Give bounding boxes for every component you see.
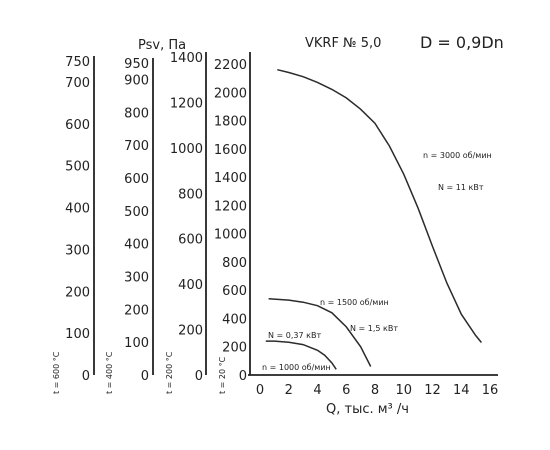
temp-axis-tick-label: 750 xyxy=(65,55,90,70)
x-axis-label: Q, тыс. м³ /ч xyxy=(326,402,409,417)
main-axis-temp-label: t = 20 °C xyxy=(218,356,227,394)
temp-axis-tick-label: 600 xyxy=(178,233,203,248)
x-tick-label: 14 xyxy=(453,383,470,398)
temp-axis-tick-label: 600 xyxy=(65,118,90,133)
temp-axis-tick-label: 200 xyxy=(178,324,203,339)
temp-axis-tick-label: 700 xyxy=(124,139,149,154)
x-tick-label: 6 xyxy=(342,383,350,398)
y-tick-label: 2000 xyxy=(214,86,247,101)
temp-axis-tick-label: 0 xyxy=(141,369,149,384)
temp-axis-tick-label: 800 xyxy=(124,106,149,121)
temp-axis-label: t = 600 °C xyxy=(52,351,61,394)
curve-annotation: N = 0,37 кВт xyxy=(268,331,321,340)
y-tick-label: 600 xyxy=(222,284,247,299)
temp-axis-tick-label: 200 xyxy=(124,303,149,318)
temp-axis-tick-label: 800 xyxy=(178,187,203,202)
x-tick-label: 4 xyxy=(313,383,321,398)
temp-axis-tick-label: 100 xyxy=(65,327,90,342)
temp-axis-tick-label: 0 xyxy=(82,369,90,384)
y-tick-label: 400 xyxy=(222,312,247,327)
temp-axis-tick-label: 600 xyxy=(124,172,149,187)
temp-axis-tick-label: 700 xyxy=(65,76,90,91)
series-curve xyxy=(277,68,482,343)
temp-axis-tick-label: 100 xyxy=(124,336,149,351)
temp-axis-tick-label: 500 xyxy=(124,205,149,220)
y-tick-label: 1800 xyxy=(214,115,247,130)
temp-axis-tick-label: 400 xyxy=(124,238,149,253)
temp-axis-tick-label: 1400 xyxy=(170,51,203,66)
x-tick-label: 2 xyxy=(285,383,293,398)
temp-axis-tick-label: 900 xyxy=(124,73,149,88)
temp-axis-tick-label: 500 xyxy=(65,160,90,175)
y-axis-label: Psv, Па xyxy=(138,38,186,53)
series-curve xyxy=(268,297,372,367)
x-tick-label: 12 xyxy=(424,383,441,398)
x-tick-label: 8 xyxy=(371,383,379,398)
x-tick-label: 16 xyxy=(482,383,499,398)
curve-annotation: n = 1500 об/мин xyxy=(320,298,389,307)
chart-subtitle: D = 0,9Dn xyxy=(420,33,504,52)
curve-annotation: n = 3000 об/мин xyxy=(423,151,492,160)
y-tick-label: 1600 xyxy=(214,143,247,158)
y-tick-label: 2200 xyxy=(214,58,247,73)
y-tick-label: 1400 xyxy=(214,171,247,186)
y-tick-label: 1200 xyxy=(214,199,247,214)
y-tick-label: 200 xyxy=(222,341,247,356)
temp-axis-tick-label: 300 xyxy=(124,270,149,285)
temp-axis-tick-label: 0 xyxy=(195,369,203,384)
temp-axis-tick-label: 200 xyxy=(65,285,90,300)
temp-axis-label: t = 400 °C xyxy=(105,351,114,394)
temp-axis-tick-label: 300 xyxy=(65,243,90,258)
x-tick-label: 10 xyxy=(395,383,412,398)
curve-annotation: n = 1000 об/мин xyxy=(262,363,331,372)
curve-annotation: N = 11 кВт xyxy=(438,183,484,192)
y-tick-label: 800 xyxy=(222,256,247,271)
x-tick-label: 0 xyxy=(256,383,264,398)
y-tick-label: 1000 xyxy=(214,228,247,243)
temp-axis-tick-label: 1200 xyxy=(170,96,203,111)
temp-axis-tick-label: 400 xyxy=(65,202,90,217)
y-tick-label: 0 xyxy=(239,369,247,384)
temp-axis-tick-label: 1000 xyxy=(170,142,203,157)
temp-axis-tick-label: 400 xyxy=(178,278,203,293)
temp-axis-tick-label: 950 xyxy=(124,57,149,72)
series-curve xyxy=(265,340,337,370)
temp-axis-label: t = 200 °C xyxy=(165,351,174,394)
curve-annotation: N = 1,5 кВт xyxy=(350,324,398,333)
chart-title: VKRF № 5,0 xyxy=(305,36,381,51)
